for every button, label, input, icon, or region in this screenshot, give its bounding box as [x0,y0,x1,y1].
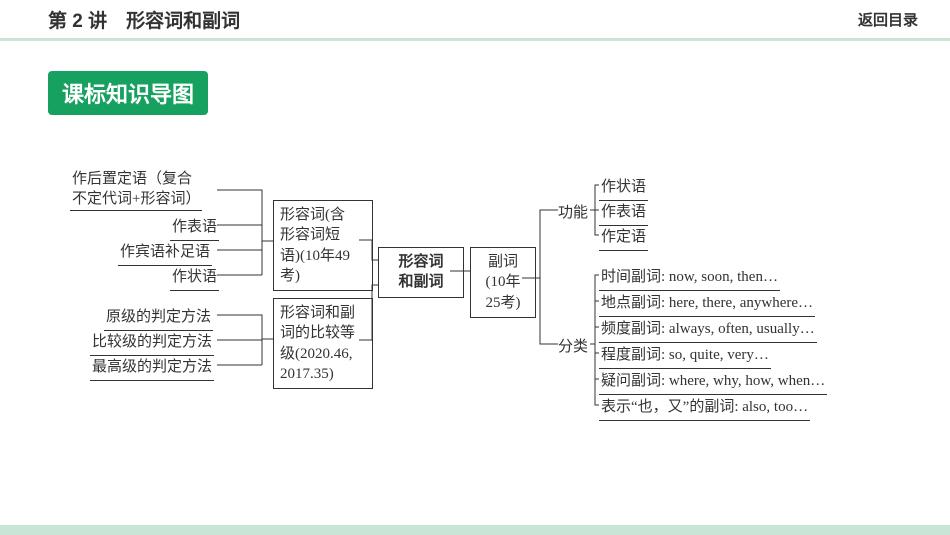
footer-decoration [0,525,950,535]
compare-method-item: 比较级的判定方法 [90,330,214,356]
adv-function-item: 作状语 [599,175,648,201]
func-label: 功能 [558,201,588,222]
return-link[interactable]: 返回目录 [858,9,918,30]
adj-usage-item: 作宾语补足语 [118,240,212,266]
lecture-title: 第 2 讲 形容词和副词 [48,6,240,33]
adj-usage-item: 作状语 [170,265,219,291]
adj-box: 形容词(含形容词短语)(10年49考) [273,200,373,291]
adv-category-item: 程度副词: so, quite, very… [599,343,771,369]
adj-usage-item: 作后置定语（复合不定代词+形容词） [70,170,202,211]
adv-category-item: 表示“也，又”的副词: also, too… [599,395,810,421]
adv-category-item: 地点副词: here, there, anywhere… [599,291,815,317]
adv-category-item: 时间副词: now, soon, then… [599,265,780,291]
category-label: 分类 [558,335,588,356]
page-header: 第 2 讲 形容词和副词 返回目录 [0,0,950,41]
adv-category-item: 频度副词: always, often, usually… [599,317,817,343]
root-node: 形容词和副词 [378,247,464,298]
adv-box: 副词(10年25考) [470,247,536,318]
adv-function-item: 作定语 [599,225,648,251]
section-badge: 课标知识导图 [48,71,208,115]
adj-usage-item: 作表语 [170,215,219,241]
diagram-canvas: 形容词和副词 形容词(含形容词短语)(10年49考) 形容词和副词的比较等级(2… [0,135,950,475]
adv-category-item: 疑问副词: where, why, how, when… [599,369,827,395]
compare-box: 形容词和副词的比较等级(2020.46,2017.35) [273,298,373,389]
compare-method-item: 最高级的判定方法 [90,355,214,381]
adv-function-item: 作表语 [599,200,648,226]
compare-method-item: 原级的判定方法 [104,305,213,331]
